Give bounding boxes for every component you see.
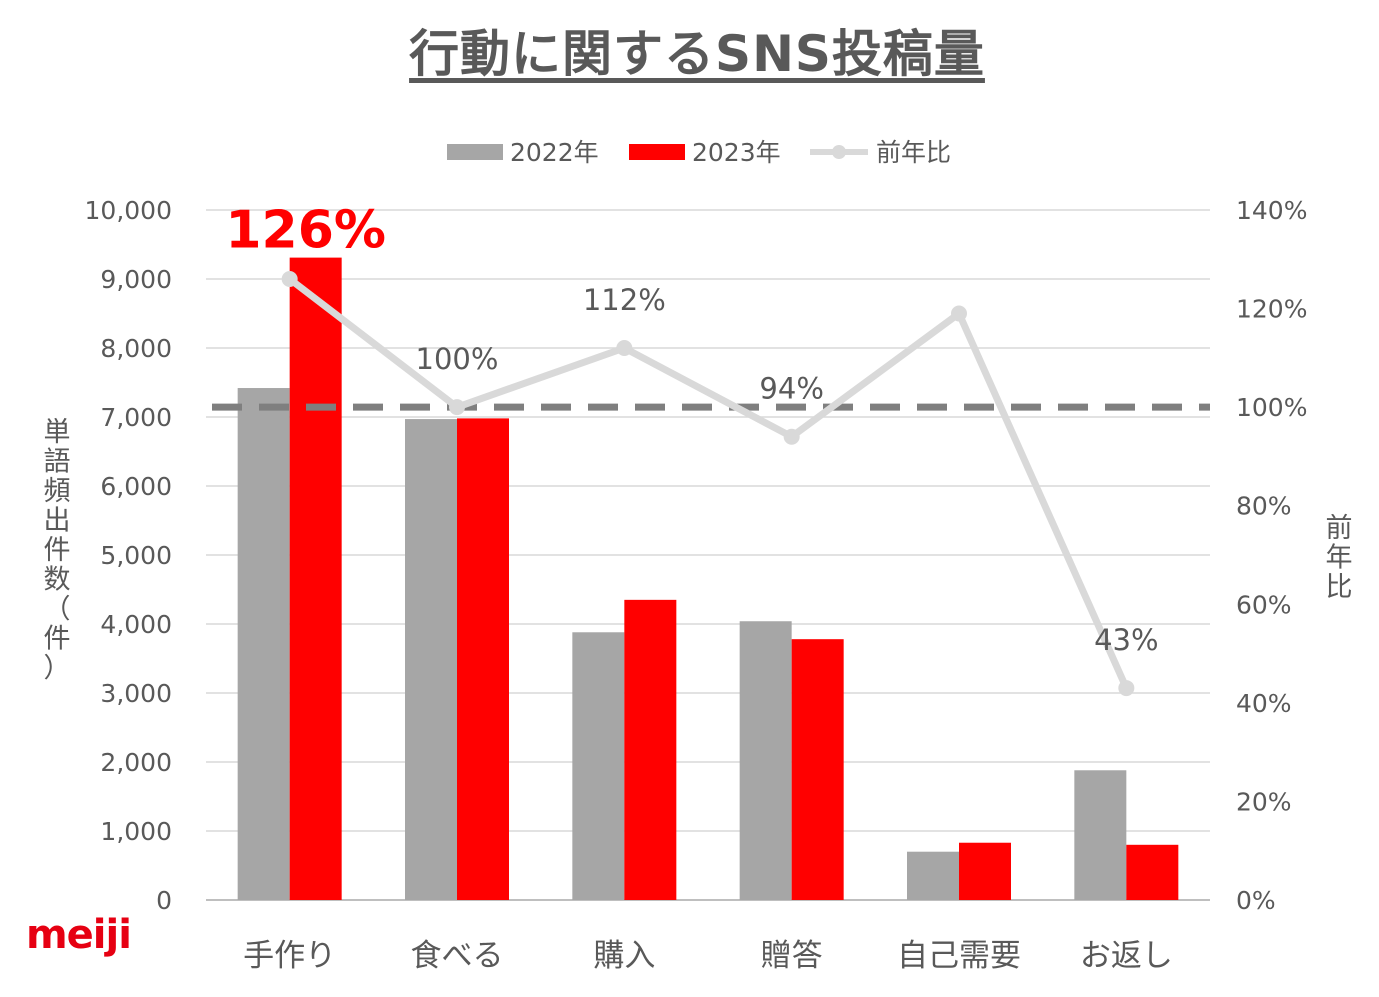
legend-label-2023: 2023年 bbox=[692, 138, 781, 167]
bar-2023 bbox=[624, 599, 677, 900]
yoy-point bbox=[449, 399, 465, 416]
x-category-label: お返し bbox=[1080, 938, 1173, 974]
yoy-line bbox=[281, 271, 1135, 697]
bar-2023 bbox=[457, 418, 509, 900]
y-tick-label: 7,000 bbox=[100, 403, 172, 432]
yoy-line-path bbox=[287, 276, 1130, 690]
bar-2022 bbox=[1074, 770, 1127, 900]
yoy-point bbox=[783, 428, 800, 445]
bar-2023 bbox=[791, 639, 844, 900]
meiji-logo: meiji bbox=[26, 912, 132, 958]
bars bbox=[237, 257, 1179, 900]
data-label: 112% bbox=[583, 283, 666, 317]
y-axis-title: 単語頻出件数（件） bbox=[44, 417, 71, 684]
y2-tick-label: 80% bbox=[1236, 492, 1292, 521]
chart-title: 行動に関するSNS投稿量 bbox=[409, 25, 985, 83]
gridlines bbox=[206, 209, 1210, 901]
bar-2022 bbox=[405, 419, 457, 900]
legend-label-yoy: 前年比 bbox=[876, 138, 951, 167]
data-labels: 126% 100% 112% 94% 43% bbox=[225, 201, 1158, 657]
legend-label-2022: 2022年 bbox=[510, 138, 599, 167]
bar-2022 bbox=[572, 632, 625, 900]
data-label: 100% bbox=[416, 342, 499, 376]
y-tick-label: 1,000 bbox=[100, 817, 172, 846]
x-category-label: 自己需要 bbox=[897, 938, 1021, 974]
y-tick-label: 4,000 bbox=[100, 610, 172, 639]
y-tick-label: 9,000 bbox=[100, 265, 172, 294]
x-category-label: 食べる bbox=[411, 938, 504, 974]
yoy-point bbox=[1118, 680, 1135, 697]
y-tick-label: 3,000 bbox=[100, 679, 172, 708]
y-tick-label: 0 bbox=[156, 886, 172, 915]
bar-2023 bbox=[289, 257, 342, 900]
bar-2022 bbox=[739, 621, 792, 900]
data-label-highlight: 126% bbox=[225, 201, 386, 261]
y-axis-left: 0 1,000 2,000 3,000 4,000 5,000 6,000 7,000 8,00… bbox=[85, 196, 172, 915]
y2-tick-label: 60% bbox=[1236, 590, 1292, 619]
yoy-point bbox=[616, 340, 633, 356]
data-label: 94% bbox=[759, 372, 823, 406]
yoy-point bbox=[281, 271, 298, 287]
axis-titles: 単語頻出件数（件） 前年比 bbox=[44, 417, 1353, 684]
y-tick-label: 5,000 bbox=[100, 541, 172, 570]
data-label: 43% bbox=[1094, 623, 1158, 657]
bar-2023 bbox=[959, 842, 1011, 900]
bar-2022 bbox=[907, 851, 959, 900]
y2-tick-label: 100% bbox=[1236, 393, 1307, 422]
y2-tick-label: 40% bbox=[1236, 689, 1292, 718]
legend: 2022年 2023年 前年比 bbox=[447, 138, 951, 167]
y2-tick-label: 20% bbox=[1236, 787, 1292, 816]
y-tick-label: 6,000 bbox=[100, 472, 172, 501]
bar-2023 bbox=[1126, 844, 1179, 900]
legend-swatch-2022 bbox=[447, 144, 503, 160]
x-axis: 手作り 食べる 購入 贈答 自己需要 お返し bbox=[243, 938, 1173, 974]
legend-swatch-2023 bbox=[629, 144, 685, 160]
yoy-point bbox=[951, 305, 967, 322]
y2-tick-label: 0% bbox=[1236, 886, 1276, 915]
x-category-label: 贈答 bbox=[761, 938, 823, 974]
y-axis-right: 0% 20% 40% 60% 80% 100% 120% 140% bbox=[1236, 196, 1307, 915]
x-category-label: 購入 bbox=[593, 938, 655, 974]
y-tick-label: 10,000 bbox=[85, 196, 172, 225]
y2-tick-label: 140% bbox=[1236, 196, 1307, 225]
x-category-label: 手作り bbox=[243, 938, 336, 974]
y2-axis-title: 前年比 bbox=[1326, 513, 1353, 603]
y-tick-label: 8,000 bbox=[100, 334, 172, 363]
legend-marker-yoy bbox=[832, 145, 846, 159]
y-tick-label: 2,000 bbox=[100, 748, 172, 777]
y2-tick-label: 120% bbox=[1236, 295, 1307, 324]
bar-2022 bbox=[237, 388, 290, 900]
